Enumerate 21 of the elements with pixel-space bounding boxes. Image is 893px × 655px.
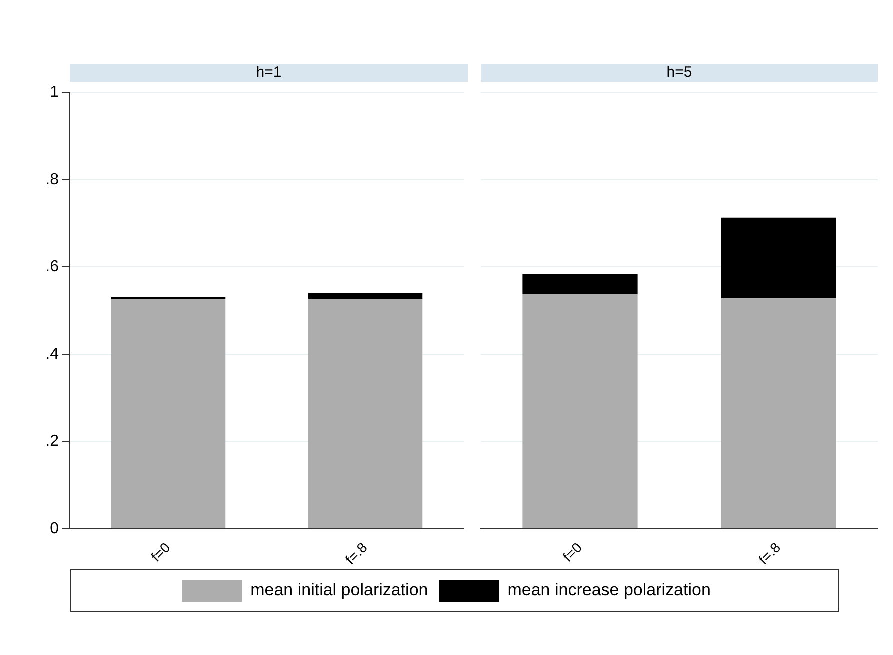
bar: [308, 299, 423, 528]
bar: [111, 299, 226, 528]
x-tick-label: f=.8: [755, 539, 784, 568]
bar: [522, 294, 638, 528]
bar: [721, 218, 836, 299]
bar: [721, 298, 836, 528]
y-tick-label: .8: [46, 171, 60, 188]
x-tick-label: f=0: [148, 539, 174, 565]
chart-title: h=1: [70, 64, 468, 82]
y-tick-label: .2: [46, 433, 60, 450]
x-tick-label: f=0: [560, 539, 586, 565]
bar: [308, 293, 423, 300]
x-tick-label: f=.8: [342, 539, 370, 568]
y-tick-label: .6: [46, 258, 60, 276]
bar: [522, 274, 638, 294]
chart-title: h=5: [481, 64, 878, 82]
y-tick-label: 0: [50, 520, 60, 538]
legend-label: mean increase polarization: [508, 580, 711, 600]
legend-label: mean initial polarization: [250, 580, 428, 600]
y-tick-label: 1: [50, 84, 60, 102]
y-tick-label: .4: [46, 346, 60, 363]
